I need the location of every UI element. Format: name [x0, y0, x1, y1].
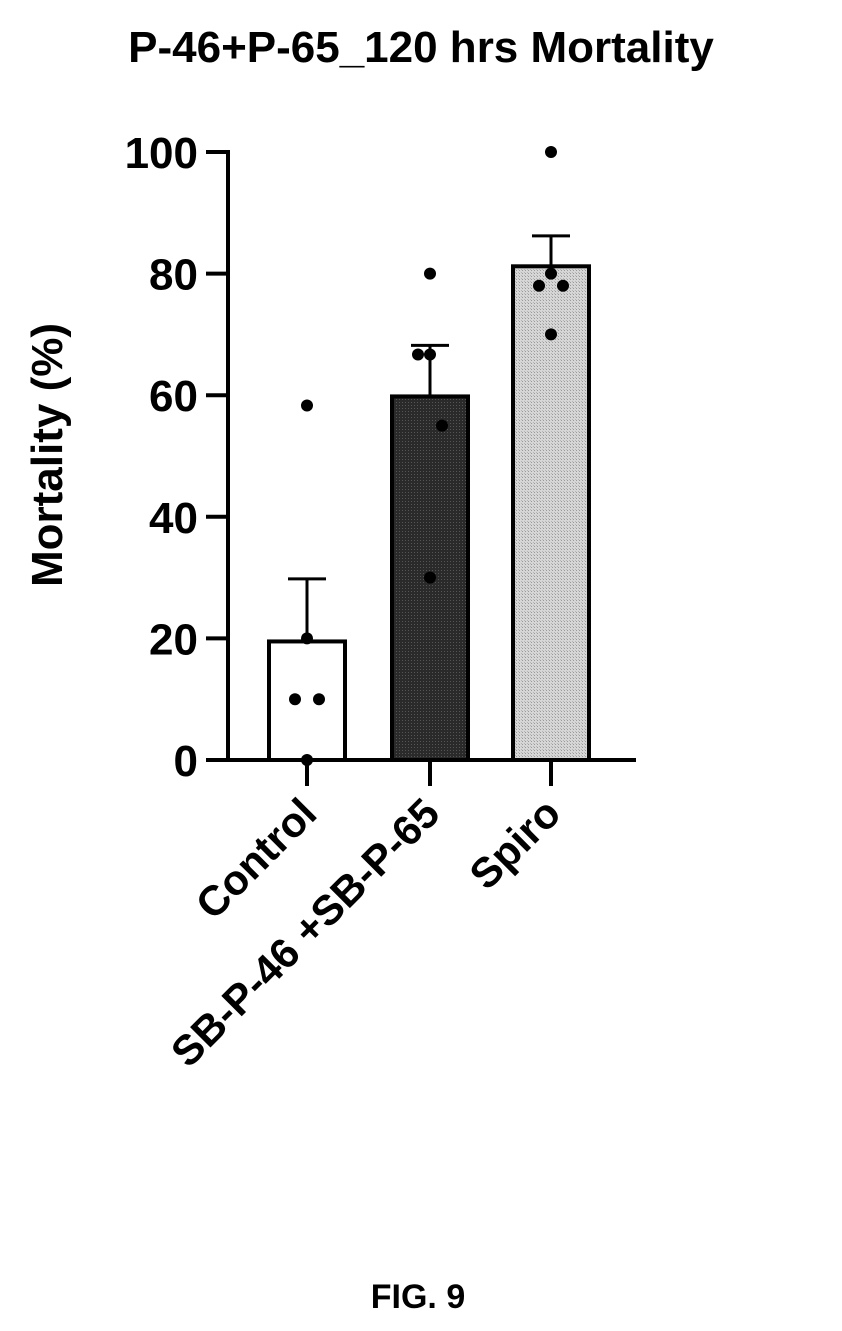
data-point-1-1: [424, 348, 436, 361]
data-point-1-0: [424, 267, 436, 280]
data-point-2-2: [533, 279, 545, 292]
figure-label: FIG. 9: [371, 1278, 465, 1316]
data-point-0-0: [301, 399, 313, 412]
chart-title: P-46+P-65_120 hrs Mortality: [128, 23, 714, 72]
data-point-2-4: [545, 328, 557, 341]
y-tick-label-80: 80: [149, 251, 198, 300]
y-tick-label-40: 40: [149, 494, 198, 543]
data-point-0-2: [289, 693, 301, 706]
y-axis-label: Mortality (%): [23, 323, 72, 587]
y-tick-label-20: 20: [149, 615, 198, 664]
data-point-2-0: [545, 146, 557, 158]
x-tick-label-2: Spiro: [460, 789, 569, 898]
data-point-1-3: [436, 419, 448, 432]
data-point-1-2: [412, 348, 424, 361]
data-point-0-1: [301, 632, 313, 645]
y-tick-label-0: 0: [174, 737, 198, 786]
data-point-2-3: [557, 279, 569, 292]
y-tick-label-60: 60: [149, 372, 198, 421]
y-tick-label-100: 100: [125, 129, 198, 178]
data-point-1-4: [424, 571, 436, 584]
bar-0: [267, 639, 347, 762]
bar-2: [511, 264, 591, 762]
data-point-0-3: [313, 693, 325, 706]
data-point-2-1: [545, 267, 557, 280]
